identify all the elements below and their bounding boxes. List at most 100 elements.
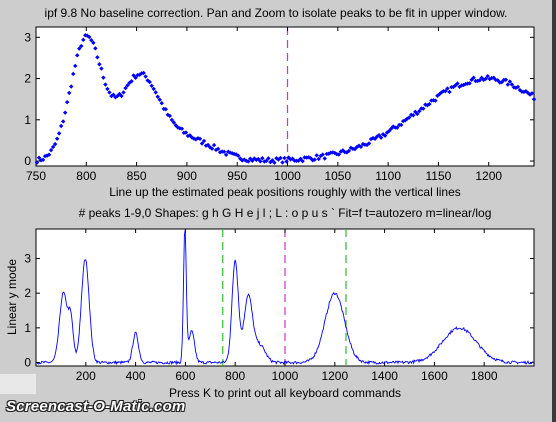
lower-panel-title: # peaks 1-9,0 Shapes: g h G H e j l ; L … [79, 206, 492, 220]
data-point [131, 73, 136, 78]
data-point [260, 156, 265, 161]
data-point [457, 84, 462, 90]
data-point [211, 142, 217, 148]
data-point [167, 113, 173, 119]
data-point [91, 40, 96, 46]
x-tick-label: 800 [225, 369, 245, 383]
upper-axes[interactable]: 750 800 850 900 950 1000 1050 1100 1150 1200 0 1 2 3 [24, 26, 537, 183]
data-point [169, 117, 175, 123]
data-point [513, 85, 519, 91]
data-point [427, 101, 432, 107]
x-tick-label: 400 [126, 369, 146, 383]
y-tick-label: 1 [24, 321, 31, 335]
data-point [129, 79, 134, 84]
data-point [445, 86, 450, 91]
data-point [163, 106, 168, 112]
data-point [147, 79, 152, 85]
data-point [419, 106, 424, 111]
data-point [141, 70, 146, 76]
x-tick-label: 850 [127, 169, 147, 183]
data-point [483, 76, 488, 81]
data-point [519, 89, 525, 94]
data-point [199, 141, 205, 146]
data-point [503, 77, 509, 82]
data-point [380, 132, 386, 137]
data-point [179, 126, 185, 131]
data-point [417, 108, 422, 114]
data-point [421, 106, 426, 111]
data-point [485, 73, 490, 79]
data-point [50, 144, 56, 150]
data-point [223, 152, 229, 158]
data-point [378, 135, 384, 140]
y-tick-label: 3 [24, 30, 31, 44]
data-point [77, 46, 82, 51]
data-point [386, 128, 392, 134]
data-point [75, 53, 80, 58]
data-point [64, 99, 70, 105]
data-point [332, 150, 337, 156]
data-point [151, 86, 156, 92]
data-point [125, 83, 130, 88]
data-point [79, 43, 84, 49]
y-tick-label: 1 [24, 113, 31, 127]
data-point [376, 133, 382, 138]
data-point [209, 146, 215, 151]
data-point [40, 157, 46, 163]
data-point [382, 133, 388, 138]
data-point [217, 150, 223, 155]
data-point [447, 89, 452, 95]
data-point [316, 156, 321, 162]
data-point [99, 66, 104, 71]
data-point [236, 153, 241, 158]
data-point [157, 97, 162, 102]
data-point [467, 81, 472, 86]
x-tick-label: 1000 [274, 169, 301, 183]
data-point [322, 156, 327, 161]
data-point [54, 136, 60, 141]
data-point [280, 160, 285, 165]
data-point [87, 34, 92, 40]
data-point [481, 77, 486, 83]
data-point [56, 131, 62, 136]
data-point [81, 37, 86, 43]
data-point [121, 90, 126, 95]
data-point [67, 90, 72, 96]
data-point [133, 75, 138, 81]
data-point [93, 46, 98, 51]
data-point [123, 85, 128, 91]
data-point [119, 93, 124, 99]
data-point [264, 158, 269, 164]
data-point [115, 93, 120, 99]
lower-signal-line [36, 229, 535, 366]
x-tick-label: 800 [76, 169, 96, 183]
x-tick-label: 1200 [475, 169, 502, 183]
data-point [107, 90, 112, 95]
data-point [455, 81, 460, 86]
lower-axes[interactable]: 200 400 600 800 1000 1200 1400 1600 1800 0 1 2 3 [24, 228, 535, 383]
data-point [529, 91, 535, 96]
data-point [342, 149, 348, 155]
data-point [366, 141, 372, 146]
y-tick-label: 3 [24, 251, 31, 265]
data-point [89, 38, 94, 43]
x-tick-label: 1600 [421, 369, 448, 383]
data-point [282, 155, 287, 161]
data-point [370, 135, 376, 141]
data-point [312, 157, 317, 162]
data-point [60, 119, 66, 124]
status-patch [0, 374, 36, 394]
data-point [477, 78, 482, 83]
data-point [85, 33, 90, 38]
data-point [95, 55, 100, 60]
data-point [215, 146, 221, 152]
data-point [48, 147, 54, 153]
x-tick-label: 900 [177, 169, 197, 183]
window-title: ipf 9.8 No baseline correction. Pan and … [45, 6, 508, 20]
data-point [258, 159, 263, 164]
data-point [270, 158, 275, 163]
data-point [103, 82, 108, 87]
data-point [73, 63, 78, 69]
data-point [288, 157, 293, 162]
